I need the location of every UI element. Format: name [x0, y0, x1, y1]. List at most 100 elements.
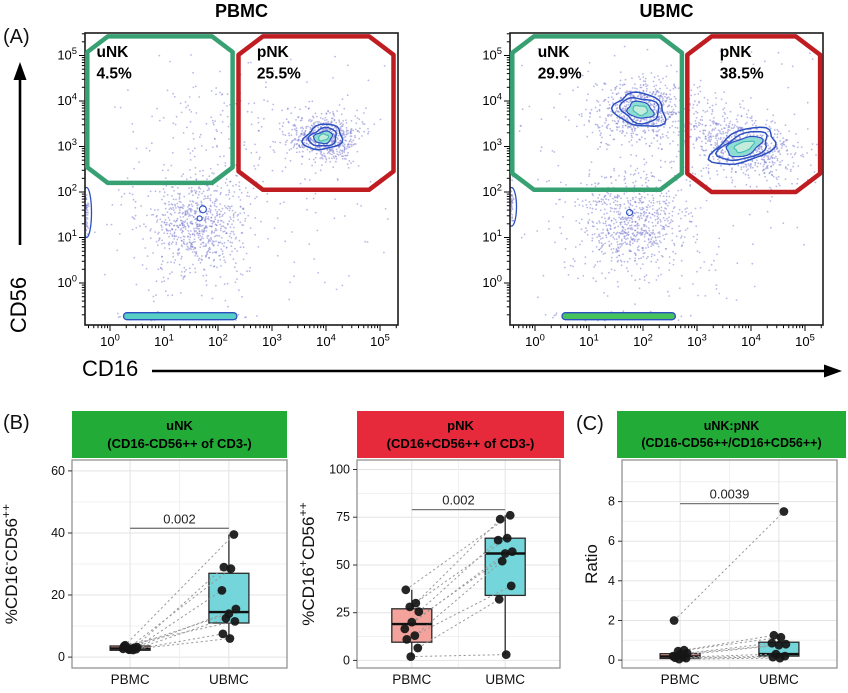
svg-text:40: 40: [51, 526, 65, 540]
ratio-boxplot: 0.0039 0 2 4 6 8 PBMC UBMC Ratio: [582, 459, 838, 687]
p-value: 0.002: [442, 493, 475, 508]
gate-pNK: [236, 34, 396, 192]
pnk-boxplot-header: pNK (CD16+CD56++ of CD3-): [357, 411, 564, 458]
svg-text:105: 105: [795, 332, 815, 350]
edge-population-contour: [510, 186, 518, 227]
svg-text:101: 101: [579, 332, 599, 350]
gridlines: [622, 460, 837, 668]
unk-header-line1: uNK: [166, 418, 193, 434]
gate-percent: 38.5%: [720, 65, 764, 82]
flow-plot-pbmc: 100 100 101 101 102 102 103 103 104 104 105 105 uNK 4…: [57, 32, 399, 349]
unk-boxplot-header: uNK (CD16-CD56++ of CD3-): [72, 411, 287, 458]
svg-text:100: 100: [482, 273, 502, 291]
svg-text:105: 105: [57, 45, 77, 63]
axis-population-band: [561, 312, 677, 321]
svg-text:101: 101: [57, 227, 77, 245]
svg-text:102: 102: [633, 332, 653, 350]
unk-boxplot: 0.002 0 20 40 60 PBMC UBMC %CD16-CD56++: [0, 459, 288, 687]
svg-text:102: 102: [208, 332, 228, 350]
svg-text:75: 75: [336, 510, 350, 524]
panel-a-label: (A): [3, 26, 30, 48]
density-contours: [301, 123, 344, 151]
svg-text:104: 104: [741, 332, 761, 350]
pnk-header-line2: (CD16+CD56++ of CD3-): [386, 435, 535, 451]
y-axis-label: %CD16-CD56++: [0, 504, 21, 624]
flow-title-ubmc: UBMC: [639, 1, 694, 21]
category-label-PBMC: PBMC: [392, 672, 431, 687]
y-axis-ticks: 0 2 4 6 8: [608, 495, 622, 667]
y-axis-label: Ratio: [582, 544, 601, 584]
svg-text:100: 100: [329, 463, 350, 477]
svg-text:100: 100: [57, 273, 77, 291]
y-axis-ticks: 0 20 40 60: [51, 464, 72, 664]
svg-text:103: 103: [262, 332, 282, 350]
y-axis-arrow: [13, 62, 27, 245]
svg-text:104: 104: [316, 332, 336, 350]
panel-border: [621, 459, 838, 669]
panel-border: [356, 459, 561, 669]
flow-plot-border: [84, 32, 399, 326]
gate-pNK: [685, 34, 823, 195]
svg-text:6: 6: [608, 534, 615, 548]
p-value: 0.002: [163, 511, 196, 526]
pair-connectors: [404, 514, 513, 658]
x-axis-arrow: [152, 364, 842, 378]
pair-connectors: [673, 511, 786, 660]
gate-percent: 25.5%: [257, 65, 301, 82]
svg-text:105: 105: [482, 45, 502, 63]
box-UBMC: [484, 537, 526, 597]
gate-label: uNK: [97, 44, 130, 61]
ratio-header-line1: uNK:pNK: [703, 419, 760, 433]
svg-text:103: 103: [482, 136, 502, 154]
flow-axis-tick-labels: 100 100 101 101 102 102 103 103 104 104 105 105: [482, 45, 815, 349]
panel-c-label: (C): [576, 413, 604, 435]
ratio-header-line2: (CD16-CD56++/CD16+CD56++): [641, 435, 822, 450]
svg-text:0: 0: [608, 653, 615, 667]
svg-text:20: 20: [51, 588, 65, 602]
svg-text:101: 101: [482, 227, 502, 245]
gate-label: pNK: [257, 44, 290, 61]
flow-plot-border: [509, 32, 824, 326]
svg-text:100: 100: [100, 332, 120, 350]
pnk-boxplot: 0.002 0 25 50 75 100 PBMC UBMC %CD16+CD56++: [300, 459, 561, 687]
flow-plot-ubmc: 100 100 101 101 102 102 103 103 104 104 105 105 uNK 2…: [482, 32, 824, 349]
svg-text:100: 100: [525, 332, 545, 350]
category-label-PBMC: PBMC: [661, 672, 700, 687]
panel-border: [71, 459, 288, 669]
svg-text:104: 104: [57, 91, 77, 109]
gate-uNK: [85, 34, 235, 186]
svg-text:2: 2: [608, 614, 615, 628]
ratio-boxplot-header: uNK:pNK (CD16-CD56++/CD16+CD56++): [617, 411, 846, 458]
density-contours: [610, 91, 777, 166]
edge-population-contour: [85, 186, 93, 239]
svg-text:103: 103: [687, 332, 707, 350]
svg-text:102: 102: [57, 182, 77, 200]
gate-percent: 4.5%: [97, 65, 133, 82]
svg-text:0: 0: [58, 650, 65, 664]
axis-population-band: [122, 312, 238, 321]
category-label-UBMC: UBMC: [209, 672, 249, 687]
flow-title-pbmc: PBMC: [215, 1, 268, 21]
pair-connectors: [122, 534, 237, 651]
gate-uNK: [510, 34, 685, 192]
y-axis-label: %CD16+CD56++: [300, 502, 318, 625]
flow-axis-tick-labels: 100 100 101 101 102 102 103 103 104 104 105 105: [57, 45, 390, 349]
gate-label: pNK: [720, 44, 753, 61]
svg-text:50: 50: [336, 558, 350, 572]
flow-y-axis-label: CD56: [6, 276, 31, 334]
svg-text:101: 101: [154, 332, 174, 350]
unk-header-line2: (CD16-CD56++ of CD3-): [107, 435, 252, 451]
svg-text:102: 102: [482, 182, 502, 200]
category-label-UBMC: UBMC: [759, 672, 799, 687]
svg-text:105: 105: [370, 332, 390, 350]
data-points: [668, 507, 791, 664]
svg-text:104: 104: [482, 91, 502, 109]
gate-percent: 29.9%: [538, 65, 582, 82]
svg-text:8: 8: [608, 495, 615, 509]
data-points: [400, 510, 517, 661]
y-axis-ticks: 0 25 50 75 100: [329, 463, 357, 667]
category-label-UBMC: UBMC: [485, 672, 525, 687]
svg-text:0: 0: [343, 653, 350, 667]
p-value: 0.0039: [710, 487, 750, 502]
